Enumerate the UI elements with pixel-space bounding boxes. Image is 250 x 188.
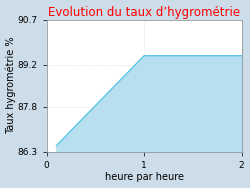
X-axis label: heure par heure: heure par heure (104, 172, 184, 182)
Y-axis label: Taux hygrométrie %: Taux hygrométrie % (6, 37, 16, 134)
Title: Evolution du taux d’hygrométrie: Evolution du taux d’hygrométrie (48, 6, 240, 19)
